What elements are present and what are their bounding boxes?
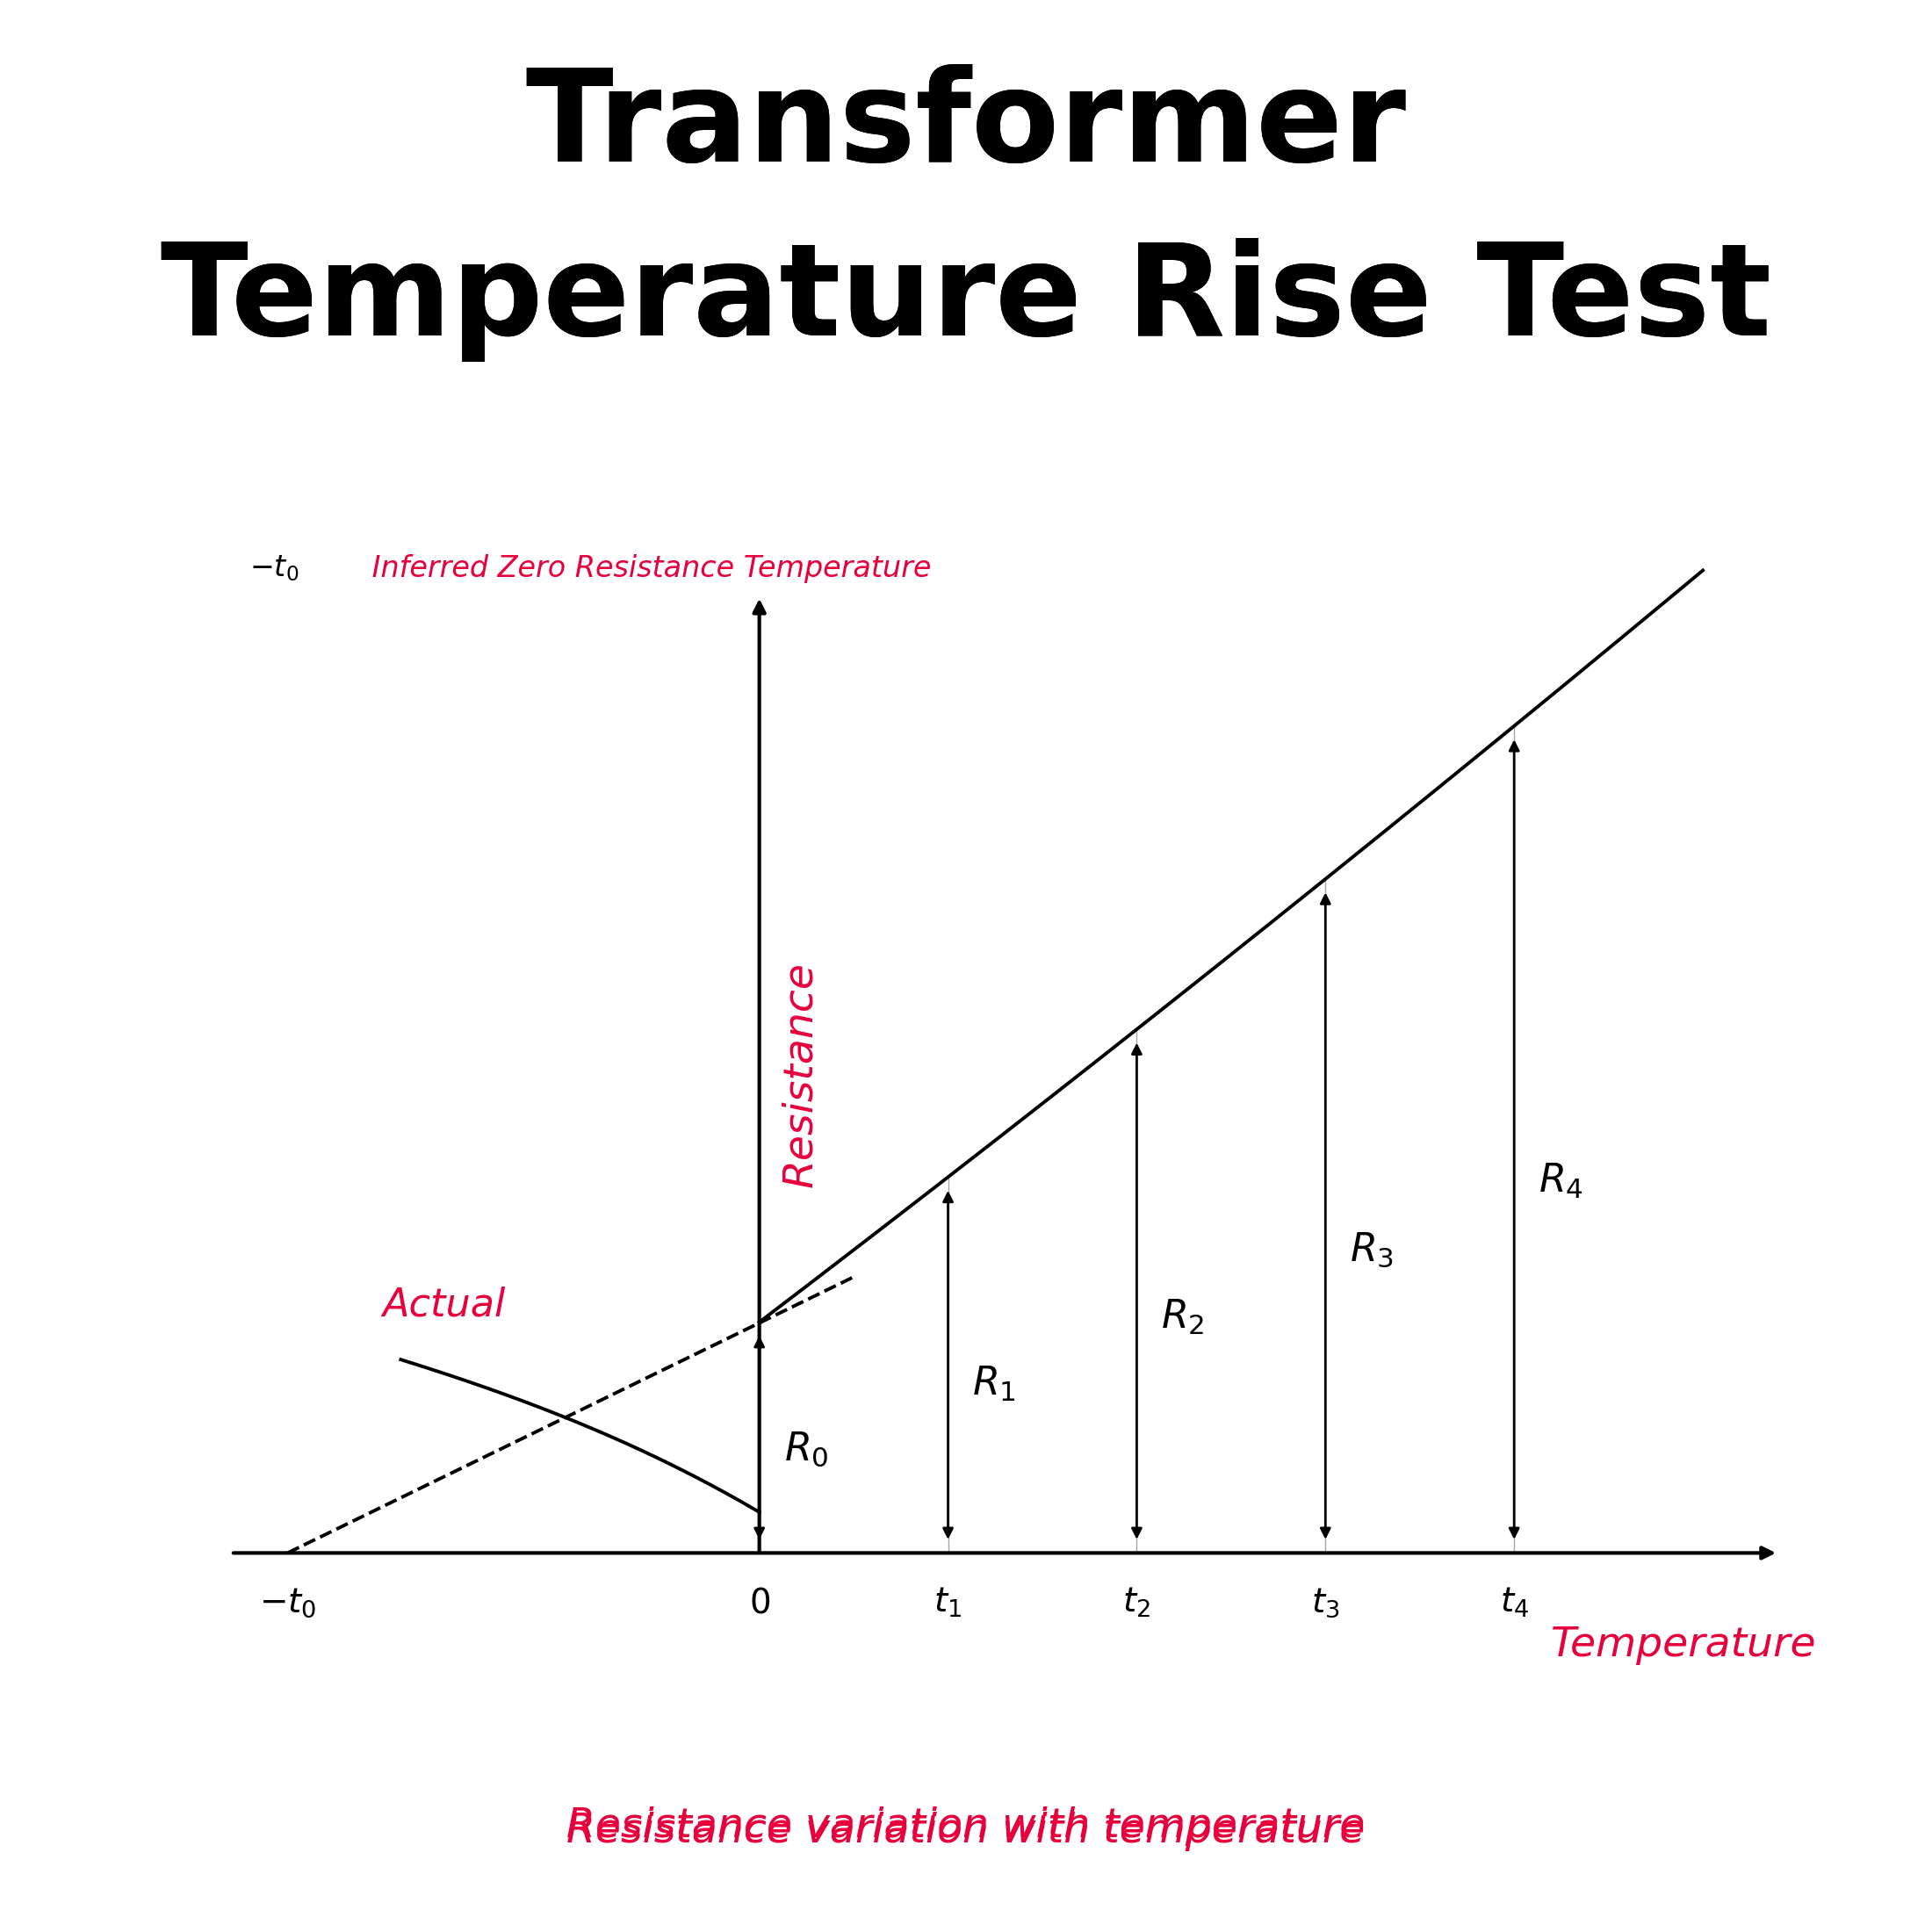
Text: Inferred Zero Resistance Temperature: Inferred Zero Resistance Temperature (363, 554, 931, 583)
Text: $R_{1}$: $R_{1}$ (972, 1364, 1016, 1403)
Text: $t_{1}$: $t_{1}$ (933, 1586, 962, 1619)
Text: Resistance variation with temperature: Resistance variation with temperature (566, 1812, 1366, 1851)
Text: $R_{3}$: $R_{3}$ (1350, 1231, 1395, 1269)
Text: Resistance: Resistance (781, 962, 821, 1188)
Text: Transformer: Transformer (526, 64, 1406, 187)
Text: Temperature: Temperature (1551, 1625, 1816, 1665)
Text: $R_{0}$: $R_{0}$ (784, 1430, 829, 1468)
Text: $-t_0$: $-t_0$ (249, 554, 299, 583)
Text: $t_{3}$: $t_{3}$ (1312, 1586, 1339, 1619)
Text: $0$: $0$ (750, 1586, 771, 1619)
Text: $R_{2}$: $R_{2}$ (1161, 1298, 1206, 1337)
Text: Actual: Actual (383, 1285, 504, 1323)
Text: $t_{4}$: $t_{4}$ (1499, 1586, 1528, 1619)
Text: Transformer: Transformer (526, 64, 1406, 187)
Text: Temperature Rise Test: Temperature Rise Test (160, 238, 1772, 361)
Text: Temperature Rise Test: Temperature Rise Test (160, 238, 1772, 361)
Text: $R_{4}$: $R_{4}$ (1538, 1161, 1584, 1200)
Text: Resistance variation with temperature: Resistance variation with temperature (566, 1806, 1366, 1845)
Text: $t_{2}$: $t_{2}$ (1122, 1586, 1151, 1619)
Text: $-t_0$: $-t_0$ (259, 1586, 317, 1619)
